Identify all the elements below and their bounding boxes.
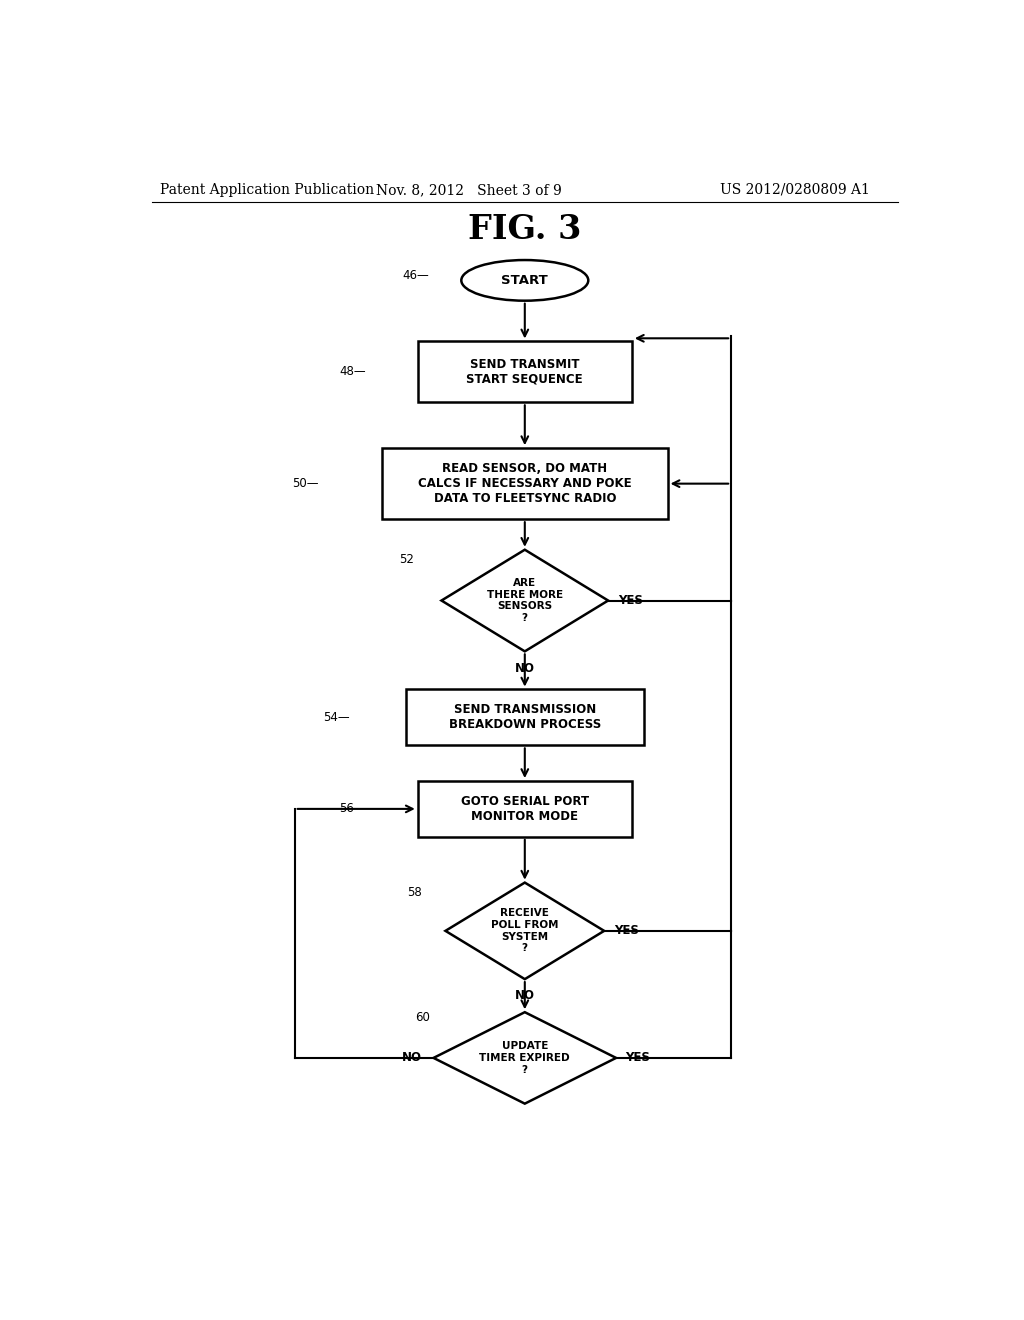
Text: START: START: [502, 273, 548, 286]
Text: ARE
THERE MORE
SENSORS
?: ARE THERE MORE SENSORS ?: [486, 578, 563, 623]
Polygon shape: [441, 549, 608, 651]
Text: 48—: 48—: [339, 366, 367, 379]
Polygon shape: [433, 1012, 616, 1104]
Text: READ SENSOR, DO MATH
CALCS IF NECESSARY AND POKE
DATA TO FLEETSYNC RADIO: READ SENSOR, DO MATH CALCS IF NECESSARY …: [418, 462, 632, 506]
Text: YES: YES: [626, 1052, 650, 1064]
Text: UPDATE
TIMER EXPIRED
?: UPDATE TIMER EXPIRED ?: [479, 1041, 570, 1074]
Text: 46—: 46—: [402, 269, 430, 281]
Text: SEND TRANSMIT
START SEQUENCE: SEND TRANSMIT START SEQUENCE: [467, 358, 583, 385]
Text: 56—: 56—: [339, 803, 367, 816]
Text: 54—: 54—: [324, 711, 350, 723]
Text: NO: NO: [401, 1052, 422, 1064]
FancyBboxPatch shape: [406, 689, 644, 746]
Text: 58: 58: [407, 886, 422, 899]
FancyBboxPatch shape: [418, 342, 632, 403]
Ellipse shape: [461, 260, 588, 301]
FancyBboxPatch shape: [382, 447, 668, 519]
Text: GOTO SERIAL PORT
MONITOR MODE: GOTO SERIAL PORT MONITOR MODE: [461, 795, 589, 822]
Text: 60: 60: [415, 1011, 430, 1024]
Text: Patent Application Publication: Patent Application Publication: [160, 183, 374, 197]
FancyBboxPatch shape: [418, 781, 632, 837]
Text: YES: YES: [617, 594, 642, 607]
Text: NO: NO: [515, 661, 535, 675]
Text: 50—: 50—: [292, 477, 318, 490]
Polygon shape: [445, 883, 604, 979]
Text: 52: 52: [398, 553, 414, 566]
Text: FIG. 3: FIG. 3: [468, 213, 582, 246]
Text: RECEIVE
POLL FROM
SYSTEM
?: RECEIVE POLL FROM SYSTEM ?: [492, 908, 558, 953]
Text: NO: NO: [515, 989, 535, 1002]
Text: Nov. 8, 2012   Sheet 3 of 9: Nov. 8, 2012 Sheet 3 of 9: [377, 183, 562, 197]
Text: YES: YES: [613, 924, 639, 937]
Text: US 2012/0280809 A1: US 2012/0280809 A1: [720, 183, 869, 197]
Text: SEND TRANSMISSION
BREAKDOWN PROCESS: SEND TRANSMISSION BREAKDOWN PROCESS: [449, 704, 601, 731]
